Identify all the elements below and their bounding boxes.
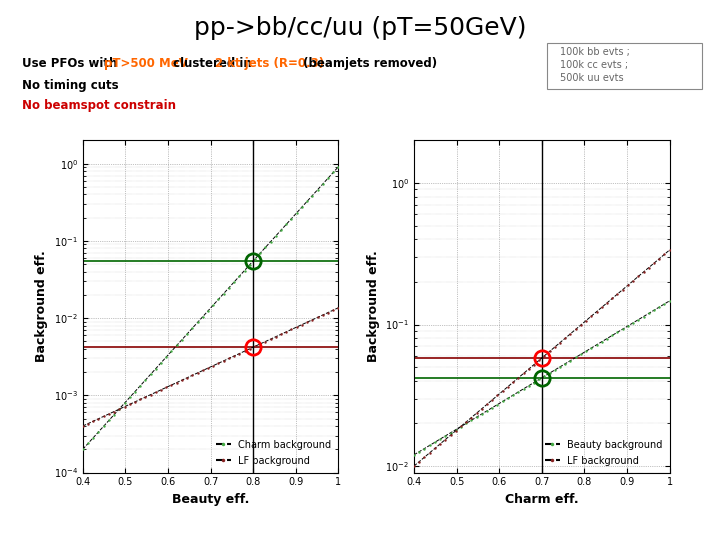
Legend: Charm background, LF background: Charm background, LF background: [214, 438, 333, 468]
Y-axis label: Background eff.: Background eff.: [366, 251, 379, 362]
Text: No timing cuts: No timing cuts: [22, 79, 118, 92]
Text: 2 kt jets (R=0.3): 2 kt jets (R=0.3): [215, 57, 324, 70]
Text: pp->bb/cc/uu (pT=50GeV): pp->bb/cc/uu (pT=50GeV): [194, 16, 526, 40]
X-axis label: Charm eff.: Charm eff.: [505, 493, 579, 506]
Text: pT>500 MeV: pT>500 MeV: [104, 57, 188, 70]
Text: No beamspot constrain: No beamspot constrain: [22, 99, 176, 112]
Text: 100k bb evts ;
100k cc evts ;
500k uu evts: 100k bb evts ; 100k cc evts ; 500k uu ev…: [559, 47, 629, 83]
Y-axis label: Background eff.: Background eff.: [35, 251, 48, 362]
X-axis label: Beauty eff.: Beauty eff.: [172, 493, 249, 506]
Text: clustered in: clustered in: [169, 57, 256, 70]
Text: (beamjets removed): (beamjets removed): [299, 57, 437, 70]
Text: Use PFOs with: Use PFOs with: [22, 57, 121, 70]
Legend: Beauty background, LF background: Beauty background, LF background: [543, 438, 665, 468]
